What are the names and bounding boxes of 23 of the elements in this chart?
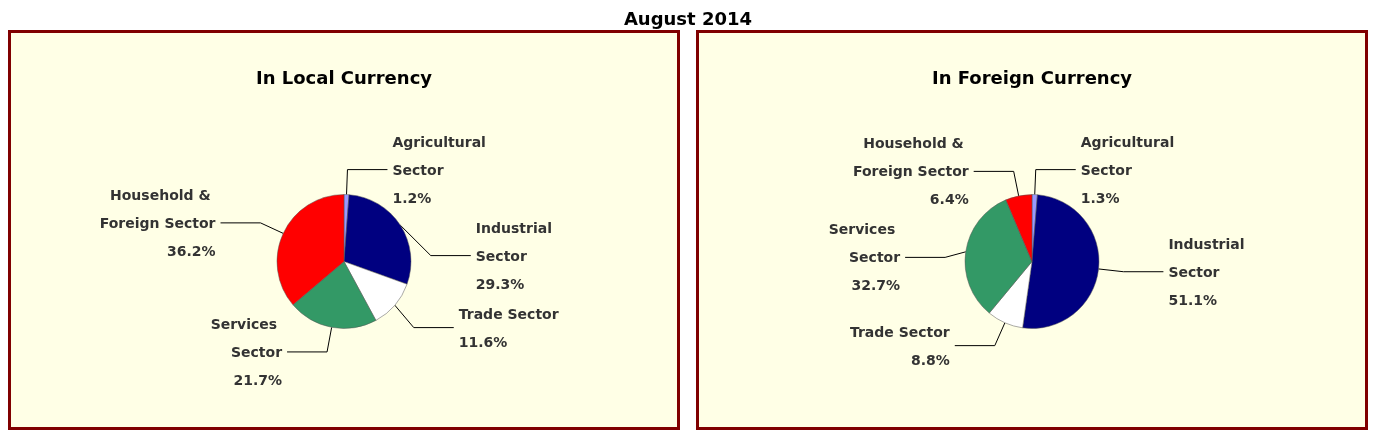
- slice-label: Agricultural Sector: [392, 133, 491, 178]
- slice-label: Services Sector: [828, 221, 901, 266]
- data-label: 29.3%: [475, 275, 525, 292]
- data-label: 6.4%: [929, 191, 969, 208]
- slice-label: Trade Sector: [849, 323, 950, 340]
- data-label: 1.3%: [1080, 189, 1120, 206]
- slice-label: Agricultural Sector: [1080, 133, 1180, 178]
- text: August 2014: [622, 8, 754, 30]
- data-label: 32.7%: [851, 277, 901, 294]
- chart-title: In Local Currency: [255, 66, 433, 88]
- data-label: 36.2%: [166, 242, 216, 259]
- slice-label: Industrial Sector: [475, 219, 557, 264]
- chart-title: In Foreign Currency: [931, 66, 1133, 88]
- data-label: 11.6%: [458, 333, 508, 350]
- data-label: 8.8%: [910, 351, 950, 368]
- data-label: 1.2%: [392, 189, 432, 206]
- slice-label: Services Sector: [210, 315, 283, 360]
- slice-label: Household & Foreign Sector: [99, 186, 216, 231]
- data-label: 21.7%: [233, 371, 283, 388]
- slice-label: Household & Foreign Sector: [852, 135, 969, 180]
- slice-label: Trade Sector: [458, 305, 559, 322]
- data-label: 51.1%: [1168, 291, 1217, 308]
- slice-label: Industrial Sector: [1168, 235, 1250, 280]
